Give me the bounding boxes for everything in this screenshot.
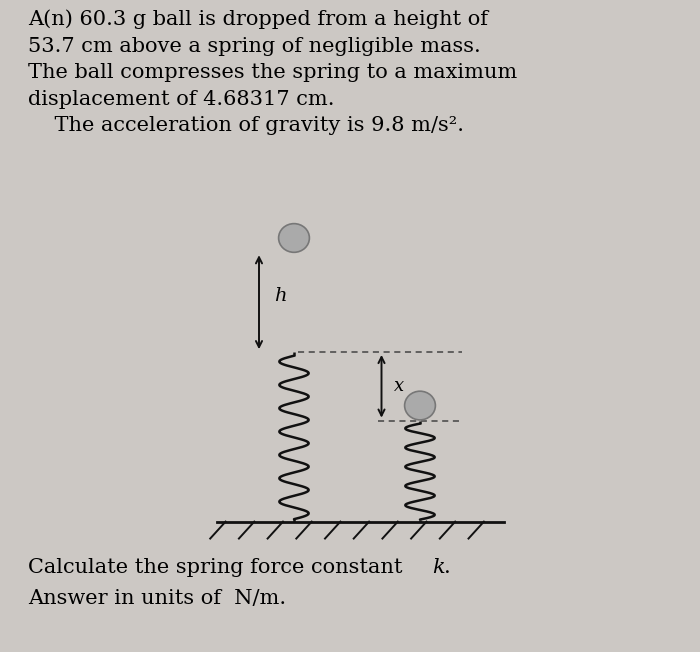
Text: h: h [274, 287, 287, 304]
Text: x: x [394, 378, 404, 395]
Text: k: k [433, 558, 445, 577]
Circle shape [279, 224, 309, 252]
Circle shape [405, 391, 435, 420]
Text: .: . [444, 558, 452, 577]
Text: A(n) 60.3 g ball is dropped from a height of
53.7 cm above a spring of negligibl: A(n) 60.3 g ball is dropped from a heigh… [28, 10, 517, 136]
Text: Answer in units of  N/m.: Answer in units of N/m. [28, 589, 286, 608]
Text: Calculate the spring force constant: Calculate the spring force constant [28, 558, 409, 577]
